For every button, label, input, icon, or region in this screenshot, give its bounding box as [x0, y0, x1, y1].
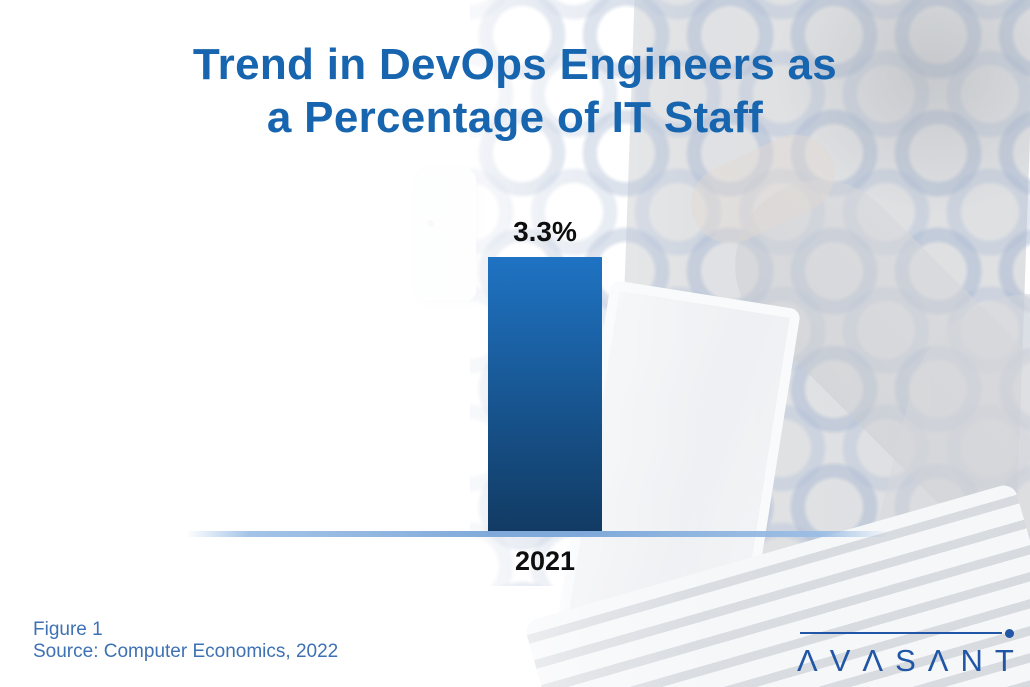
- chart-title-line-1: Trend in DevOps Engineers as: [192, 40, 838, 89]
- logo-rule-line: [800, 632, 1002, 634]
- x-axis-category-label: 2021: [514, 546, 576, 576]
- figure-caption: Figure 1 Source: Computer Economics, 202…: [33, 619, 338, 663]
- chart-title-line-2: a Percentage of IT Staff: [266, 93, 764, 142]
- logo-dot-icon: [1005, 629, 1014, 638]
- value-bar: [488, 257, 602, 535]
- bar-value-label: 3.3%: [513, 216, 577, 247]
- chart-title: Trend in DevOps Engineers as a Percentag…: [0, 38, 1030, 144]
- source-label: Source: Computer Economics, 2022: [33, 641, 339, 662]
- x-axis-baseline: [186, 531, 888, 537]
- logo-wordmark: ΛVΛSΛNT: [797, 643, 1026, 678]
- figure-number-label: Figure 1: [33, 619, 103, 640]
